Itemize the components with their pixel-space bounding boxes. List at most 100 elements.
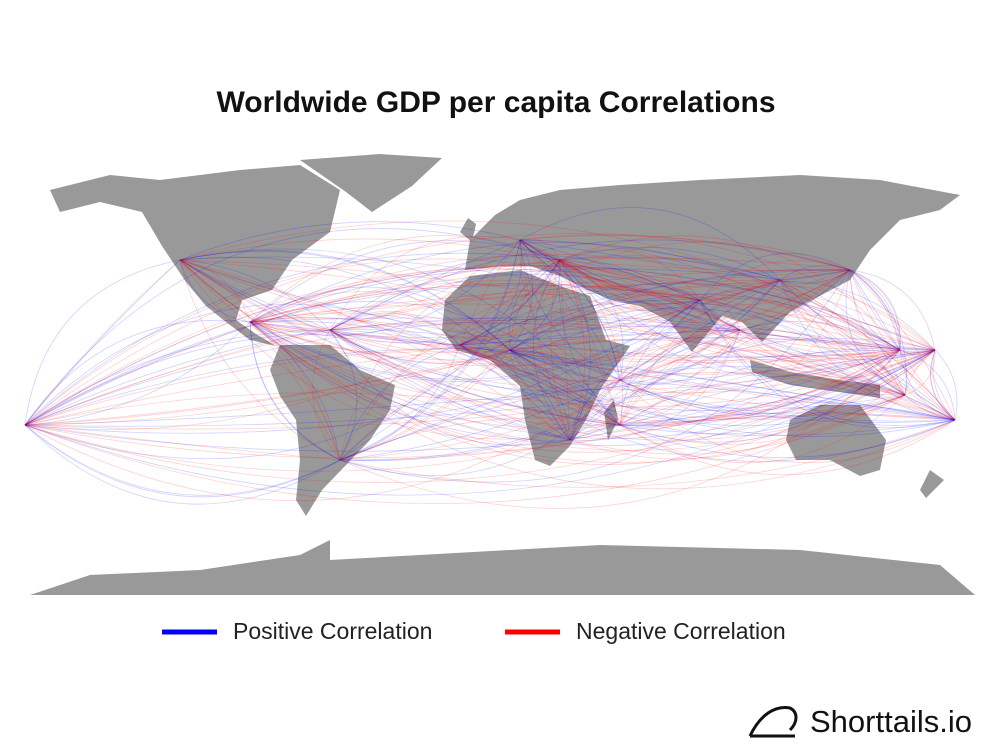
correlation-line [899, 349, 956, 421]
correlation-line [459, 239, 522, 346]
correlation-line [249, 321, 956, 490]
correlation-line [699, 299, 741, 331]
correlation-line [24, 349, 901, 483]
brand-logo [748, 705, 798, 738]
correlation-line [509, 299, 701, 364]
correlation-line [559, 259, 701, 312]
correlation-line [569, 329, 741, 441]
correlation-line [24, 349, 936, 427]
correlation-line [179, 259, 621, 429]
correlation-line [249, 282, 701, 323]
correlation-line [849, 269, 956, 421]
correlation-line [339, 259, 561, 461]
new-zealand [920, 470, 944, 498]
correlation-line [509, 337, 936, 351]
correlation-line [569, 394, 906, 455]
correlation-line [249, 239, 521, 336]
correlation-line [24, 259, 561, 430]
correlation-line [249, 242, 901, 351]
correlation-line [569, 423, 621, 441]
correlation-line [249, 321, 936, 446]
correlation-line [249, 321, 461, 346]
correlation-line [179, 259, 341, 461]
correlation-line [699, 299, 741, 331]
correlation-line [459, 282, 901, 351]
correlation-line [179, 259, 331, 331]
correlation-line [519, 239, 781, 296]
correlation-line [249, 279, 781, 323]
correlation-line [739, 329, 936, 361]
landmass [30, 154, 975, 595]
correlation-line [24, 424, 341, 461]
correlation-line [779, 279, 956, 421]
correlation-line [849, 269, 901, 351]
correlation-line [619, 299, 701, 426]
correlation-line [509, 307, 906, 396]
correlation-line [739, 329, 936, 379]
correlation-line [559, 259, 906, 396]
correlation-line [619, 419, 956, 458]
correlation-line [509, 299, 701, 367]
correlation-line [779, 279, 956, 421]
correlation-line [509, 339, 956, 421]
correlation-line [24, 329, 741, 426]
correlation-line [739, 329, 936, 351]
correlation-line [849, 269, 936, 351]
correlation-line [249, 321, 956, 421]
legend-label: Positive Correlation [233, 618, 432, 644]
correlation-line [249, 321, 901, 453]
correlation-line [779, 269, 851, 284]
correlation-line [249, 291, 511, 351]
correlation-line [619, 299, 701, 381]
correlation-line [519, 234, 936, 351]
correlation-line [249, 279, 701, 323]
correlation-line [329, 329, 936, 424]
correlation-line [329, 329, 621, 426]
correlation-line [24, 424, 341, 498]
correlation-line [459, 344, 956, 462]
correlation-line [519, 239, 561, 261]
correlation-line [24, 269, 851, 426]
correlation-line [329, 329, 571, 441]
correlation-line [509, 284, 936, 351]
correlation-line [459, 344, 901, 394]
correlation-line [329, 263, 701, 331]
correlation-line [509, 239, 534, 351]
correlation-line [779, 279, 906, 396]
correlation-line [699, 285, 936, 351]
correlation-line [329, 259, 561, 344]
africa [442, 270, 630, 466]
correlation-line [509, 349, 936, 435]
correlation-line [559, 259, 571, 441]
correlation-line [329, 269, 851, 392]
correlation-line [699, 299, 956, 426]
correlation-line [559, 259, 901, 351]
correlation-line [559, 257, 851, 271]
correlation-line [779, 279, 956, 421]
correlation-line [24, 394, 906, 504]
correlation-line [519, 239, 571, 441]
correlation-line [739, 329, 906, 396]
correlation-line [459, 344, 901, 423]
correlation-line [619, 394, 906, 464]
correlation-line [509, 349, 571, 441]
correlation-line [559, 256, 781, 281]
correlation-line [179, 259, 936, 408]
correlation-line [24, 424, 341, 505]
correlation-line [619, 366, 956, 421]
correlation-line [509, 349, 571, 441]
correlation-line [619, 349, 936, 420]
madagascar [604, 400, 618, 440]
correlation-line [849, 269, 901, 351]
correlation-line [24, 424, 571, 452]
correlation-line [179, 259, 901, 358]
correlation-line [459, 344, 621, 382]
correlation-line [329, 319, 956, 421]
correlation-line [619, 329, 741, 385]
correlation-line [509, 294, 901, 351]
correlation-line [24, 329, 331, 426]
correlation-line [179, 259, 621, 440]
correlation-line [249, 299, 701, 380]
correlation-line [932, 349, 956, 421]
correlation-line [179, 259, 956, 436]
